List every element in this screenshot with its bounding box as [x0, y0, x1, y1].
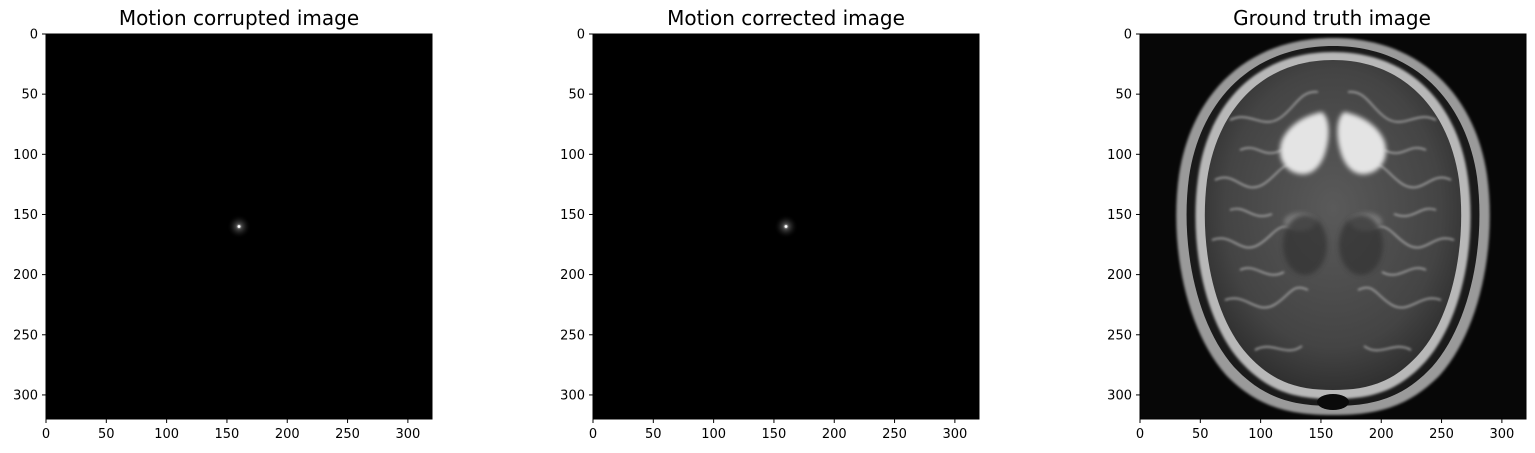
y-tick-label: 50 [1115, 88, 1132, 103]
y-tick-label: 150 [1107, 208, 1132, 223]
y-tick-label: 300 [13, 388, 38, 403]
y-tick-label: 50 [21, 88, 38, 103]
y-tick-label: 0 [577, 28, 585, 43]
x-tick-label: 300 [395, 427, 420, 442]
axis-ticks: 0 50 100 150 200 250 300 0 50 100 150 200 250 300 [1107, 28, 1514, 443]
right-lateral-ventricle [1337, 112, 1386, 175]
bright-point [237, 225, 241, 228]
thalamus-right [1339, 215, 1383, 275]
thalamus-left [1283, 215, 1327, 275]
brain-mri-slice [1176, 38, 1490, 415]
bright-point [784, 225, 788, 228]
y-tick-label: 100 [560, 148, 585, 163]
axis-ticks: 0 50 100 150 200 250 300 0 50 100 150 200 250 300 [13, 28, 420, 443]
x-tick-label: 0 [42, 427, 50, 442]
x-tick-label: 100 [154, 427, 179, 442]
y-tick-label: 150 [560, 208, 585, 223]
y-tick-label: 300 [560, 388, 585, 403]
x-tick-label: 50 [98, 427, 115, 442]
x-tick-label: 200 [1369, 427, 1394, 442]
x-tick-label: 250 [882, 427, 907, 442]
y-tick-label: 100 [1107, 148, 1132, 163]
y-tick-label: 150 [13, 208, 38, 223]
occipital-region [1317, 394, 1349, 410]
y-tick-label: 100 [13, 148, 38, 163]
x-tick-label: 150 [1309, 427, 1334, 442]
x-tick-label: 100 [701, 427, 726, 442]
panel-title: Motion corrupted image [119, 6, 359, 30]
y-tick-label: 0 [30, 28, 38, 43]
panel-motion-corrected: Motion corrected image 0 50 100 150 200 250 30… [560, 6, 980, 443]
x-tick-label: 50 [645, 427, 662, 442]
panel-ground-truth: Ground truth image [1107, 6, 1527, 443]
y-tick-label: 200 [560, 268, 585, 283]
x-tick-label: 250 [335, 427, 360, 442]
left-lateral-ventricle [1280, 112, 1329, 175]
y-tick-label: 250 [1107, 328, 1132, 343]
y-tick-label: 0 [1124, 28, 1132, 43]
y-tick-label: 250 [560, 328, 585, 343]
x-tick-label: 300 [1489, 427, 1514, 442]
y-tick-label: 200 [1107, 268, 1132, 283]
x-tick-label: 150 [762, 427, 787, 442]
x-tick-label: 100 [1248, 427, 1273, 442]
axis-ticks: 0 50 100 150 200 250 300 0 50 100 150 200 250 300 [560, 28, 967, 443]
x-tick-label: 250 [1429, 427, 1454, 442]
axes-frame [1139, 33, 1527, 420]
y-tick-label: 50 [568, 88, 585, 103]
panel-motion-corrupted: Motion corrupted image 0 50 100 150 200 250 30… [13, 6, 433, 443]
x-tick-label: 50 [1192, 427, 1209, 442]
panel-title: Ground truth image [1233, 6, 1431, 30]
x-tick-label: 0 [589, 427, 597, 442]
axes-frame [592, 33, 980, 420]
x-tick-label: 200 [275, 427, 300, 442]
x-tick-label: 300 [942, 427, 967, 442]
y-tick-label: 250 [13, 328, 38, 343]
x-tick-label: 150 [215, 427, 240, 442]
y-tick-label: 300 [1107, 388, 1132, 403]
x-tick-label: 200 [822, 427, 847, 442]
y-tick-label: 200 [13, 268, 38, 283]
x-tick-label: 0 [1136, 427, 1144, 442]
sulci [1211, 91, 1455, 352]
panel-title: Motion corrected image [667, 6, 905, 30]
axes-frame [45, 33, 433, 420]
